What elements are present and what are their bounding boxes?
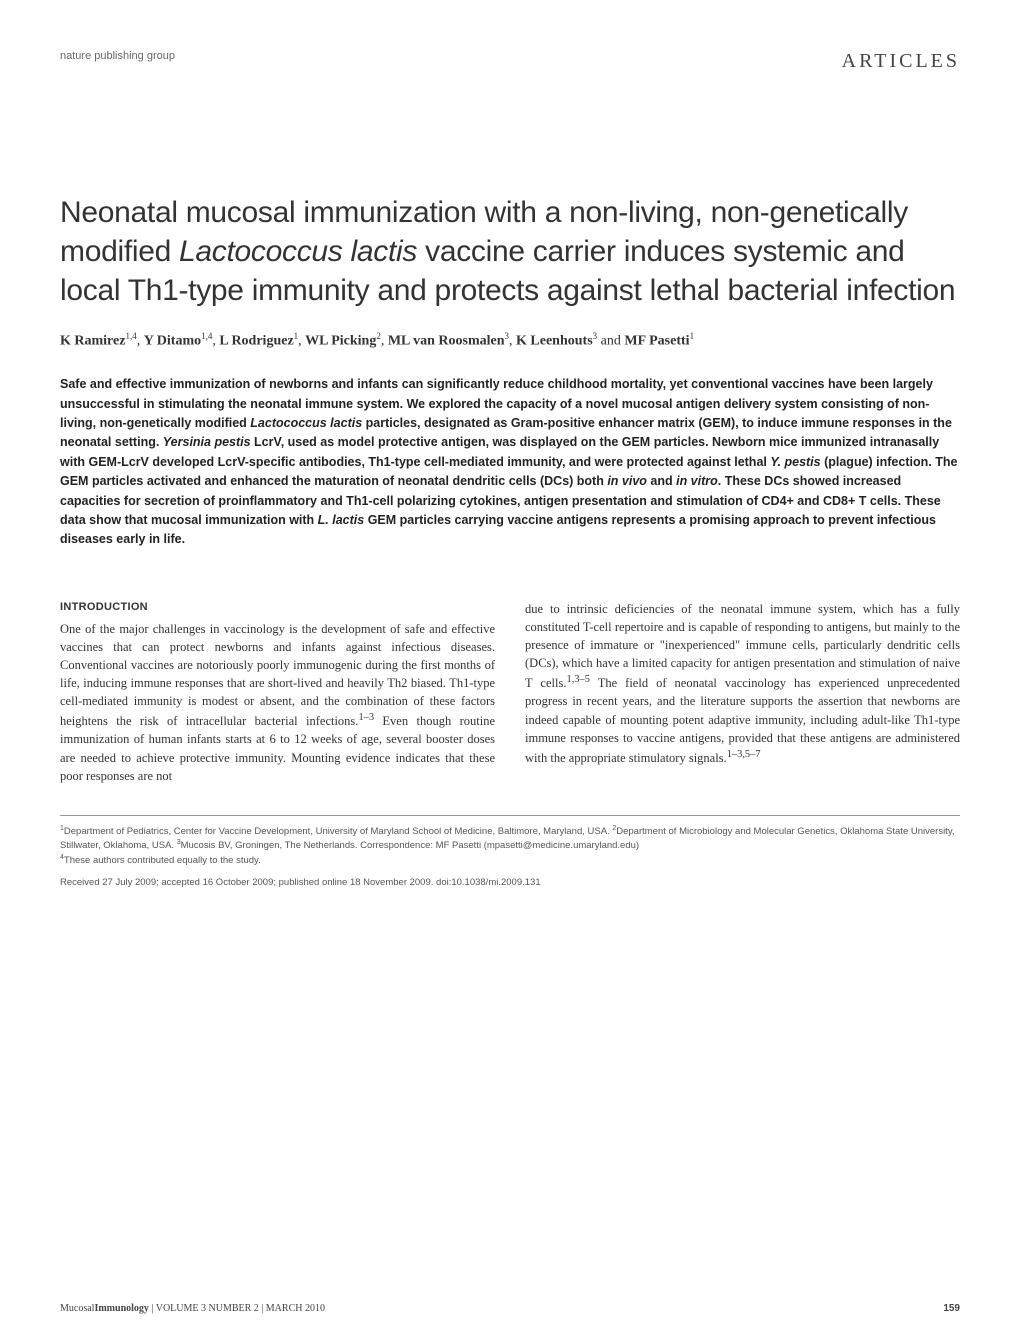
abstract-it3: Y. pestis xyxy=(770,455,820,469)
column1-text1: One of the major challenges in vaccinolo… xyxy=(60,622,495,729)
author-3-affil: 1 xyxy=(294,331,299,341)
author-7: MF Pasetti xyxy=(624,334,689,349)
column2-sup1: 1,3–5 xyxy=(566,674,589,685)
page-footer: MucosalImmunology | VOLUME 3 NUMBER 2 | … xyxy=(60,1303,960,1314)
author-1-affil: 1,4 xyxy=(125,331,136,341)
abstract-it6: L. lactis xyxy=(318,513,365,527)
abstract-it2: Yersinia pestis xyxy=(163,435,251,449)
column1-sup1: 1–3 xyxy=(358,712,374,723)
body-columns: INTRODUCTION One of the major challenges… xyxy=(60,600,960,785)
author-4-affil: 2 xyxy=(376,331,381,341)
author-4: WL Picking xyxy=(305,334,376,349)
journal-name-bold: Immunology xyxy=(94,1303,148,1314)
column-right: due to intrinsic deficiencies of the neo… xyxy=(525,600,960,785)
fn-text3: Mucosis BV, Groningen, The Netherlands. … xyxy=(181,840,639,851)
footnotes: 1Department of Pediatrics, Center for Va… xyxy=(60,815,960,867)
author-3: L Rodriguez xyxy=(219,334,293,349)
author-6: K Leenhouts xyxy=(516,334,593,349)
author-5: ML van Roosmalen xyxy=(388,334,505,349)
section-label: ARTICLES xyxy=(842,50,960,73)
issue-info: | VOLUME 3 NUMBER 2 | MARCH 2010 xyxy=(149,1303,325,1314)
title-italic-1: Lactococcus lactis xyxy=(179,235,417,268)
author-6-affil: 3 xyxy=(593,331,598,341)
publisher-name: nature publishing group xyxy=(60,50,175,62)
page-header: nature publishing group ARTICLES xyxy=(60,50,960,73)
author-list: K Ramirez1,4, Y Ditamo1,4, L Rodriguez1,… xyxy=(60,330,960,351)
abstract-it5: in vitro xyxy=(676,474,718,488)
author-1: K Ramirez xyxy=(60,334,125,349)
column-left: INTRODUCTION One of the major challenges… xyxy=(60,600,495,785)
article-title: Neonatal mucosal immunization with a non… xyxy=(60,193,960,310)
footer-journal: MucosalImmunology | VOLUME 3 NUMBER 2 | … xyxy=(60,1303,325,1314)
abstract: Safe and effective immunization of newbo… xyxy=(60,375,960,549)
intro-heading: INTRODUCTION xyxy=(60,600,495,616)
abstract-it1: Lactococcus lactis xyxy=(250,416,362,430)
fn-text4: These authors contributed equally to the… xyxy=(64,855,261,866)
author-2-affil: 1,4 xyxy=(201,331,212,341)
author-2: Y Ditamo xyxy=(144,334,201,349)
fn-text1: Department of Pediatrics, Center for Vac… xyxy=(64,826,612,837)
journal-name: Mucosal xyxy=(60,1303,94,1314)
abstract-s5: and xyxy=(647,474,676,488)
page-number: 159 xyxy=(943,1303,960,1314)
author-5-affil: 3 xyxy=(505,331,510,341)
abstract-it4: in vivo xyxy=(607,474,647,488)
column2-sup2: 1–3,5–7 xyxy=(727,749,761,760)
received-line: Received 27 July 2009; accepted 16 Octob… xyxy=(60,877,960,888)
author-7-affil: 1 xyxy=(690,331,695,341)
